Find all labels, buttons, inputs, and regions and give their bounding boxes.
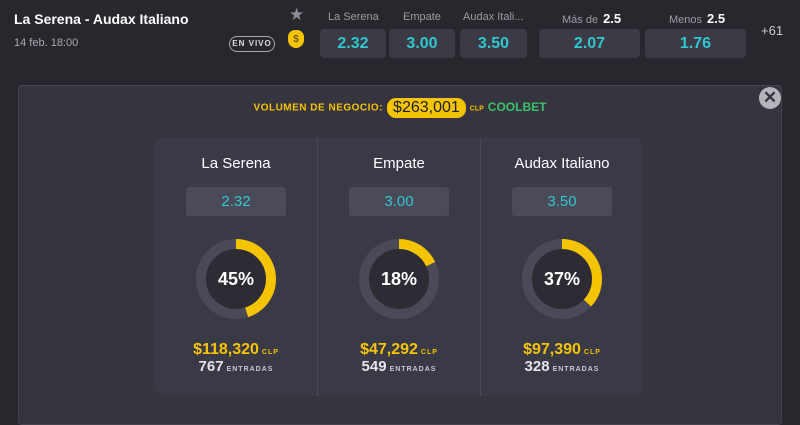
volume-amount: $263,001 — [387, 98, 466, 118]
outcome-odds-button[interactable]: 2.32 — [186, 187, 286, 216]
outcome-card: Audax Italiano 3.50 37% $97,390 CLP 328 EN… — [481, 138, 643, 396]
outcome-card: La Serena 2.32 45% $118,320 CLP 767 ENTRAD… — [155, 138, 318, 396]
odds-home-button[interactable]: 2.32 — [320, 29, 386, 58]
percent-donut — [522, 239, 602, 319]
percent-donut — [359, 239, 439, 319]
coolbet-logo: COOLBET — [487, 99, 547, 114]
outcome-entries: 767 ENTRADAS — [198, 358, 274, 375]
donut-fill — [522, 239, 602, 319]
header-under: Menos 2.5 — [669, 11, 726, 26]
odds-away-button[interactable]: 3.50 — [460, 29, 527, 58]
close-icon[interactable]: ✕ — [759, 87, 781, 109]
donut-fill — [359, 239, 439, 319]
outcome-name: La Serena — [201, 155, 271, 172]
live-badge: EN VIVO — [229, 36, 275, 52]
match-date: 14 feb. 18:00 — [14, 37, 79, 49]
outcome-entries: 328 ENTRADAS — [524, 358, 600, 375]
outcome-amount: $118,320 CLP — [193, 341, 279, 358]
outcome-name: Audax Italiano — [514, 155, 610, 172]
header-draw: Empate — [403, 11, 441, 23]
outcome-amount: $97,390 CLP — [523, 341, 601, 358]
percent-donut — [196, 239, 276, 319]
outcome-percent: 45% — [217, 269, 255, 289]
outcome-card: Empate 3.00 18% $47,292 CLP 549 ENTRADAS — [318, 138, 481, 396]
outcome-entries: 549 ENTRADAS — [361, 358, 437, 375]
odds-under-button[interactable]: 1.76 — [645, 29, 746, 58]
outcome-amount: $47,292 CLP — [360, 341, 438, 358]
star-icon[interactable]: ★ — [289, 5, 305, 24]
outcome-percent: 37% — [543, 269, 581, 289]
odds-draw-button[interactable]: 3.00 — [389, 29, 455, 58]
outcome-odds-button[interactable]: 3.00 — [349, 187, 449, 216]
outcome-cards: La Serena 2.32 45% $118,320 CLP 767 ENTRAD… — [155, 138, 643, 396]
header-home: La Serena — [328, 11, 379, 23]
header-away: Audax Itali... — [463, 11, 524, 23]
donut-fill — [196, 239, 276, 319]
outcome-percent: 18% — [380, 269, 418, 289]
more-markets-link[interactable]: +61 — [761, 23, 784, 38]
odds-over-button[interactable]: 2.07 — [539, 29, 640, 58]
outcome-odds-button[interactable]: 3.50 — [512, 187, 612, 216]
header-over: Más de 2.5 — [562, 11, 622, 26]
volume-banner: VOLUMEN DE NEGOCIO: $263,001 CLP COOLBET — [253, 98, 547, 118]
outcome-name: Empate — [373, 155, 425, 172]
money-bag-icon[interactable]: $ — [288, 30, 304, 48]
match-title[interactable]: La Serena - Audax Italiano — [14, 11, 189, 27]
